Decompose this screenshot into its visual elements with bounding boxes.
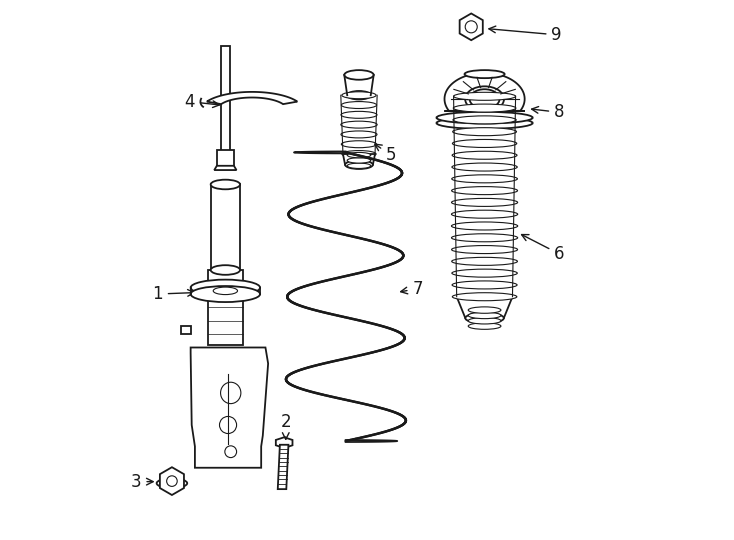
Ellipse shape xyxy=(344,70,374,80)
Ellipse shape xyxy=(347,152,371,158)
Text: 4: 4 xyxy=(184,93,219,111)
Ellipse shape xyxy=(341,141,377,148)
Ellipse shape xyxy=(451,210,517,218)
Ellipse shape xyxy=(342,151,376,158)
Ellipse shape xyxy=(451,222,517,230)
Ellipse shape xyxy=(452,139,517,147)
Ellipse shape xyxy=(468,318,501,324)
Polygon shape xyxy=(181,326,191,334)
Ellipse shape xyxy=(453,116,516,124)
Ellipse shape xyxy=(345,160,373,169)
Ellipse shape xyxy=(220,382,241,403)
Ellipse shape xyxy=(342,92,376,99)
Ellipse shape xyxy=(437,117,533,129)
Polygon shape xyxy=(276,437,292,448)
Ellipse shape xyxy=(452,269,517,277)
Ellipse shape xyxy=(451,187,517,194)
Ellipse shape xyxy=(452,281,517,289)
Polygon shape xyxy=(454,90,515,96)
Polygon shape xyxy=(208,270,243,345)
Ellipse shape xyxy=(213,287,238,295)
Ellipse shape xyxy=(437,112,533,124)
Ellipse shape xyxy=(156,478,187,488)
Ellipse shape xyxy=(454,92,515,100)
Text: 5: 5 xyxy=(375,144,396,164)
Ellipse shape xyxy=(347,163,371,168)
Polygon shape xyxy=(191,348,268,468)
Polygon shape xyxy=(343,154,375,165)
Polygon shape xyxy=(457,296,512,318)
Ellipse shape xyxy=(341,131,377,138)
Polygon shape xyxy=(207,92,297,104)
Polygon shape xyxy=(160,467,184,495)
Ellipse shape xyxy=(468,312,501,319)
Polygon shape xyxy=(220,45,230,163)
Ellipse shape xyxy=(465,70,504,78)
Ellipse shape xyxy=(225,446,236,457)
Text: 8: 8 xyxy=(531,103,564,122)
Polygon shape xyxy=(214,166,236,170)
Ellipse shape xyxy=(451,234,517,242)
Polygon shape xyxy=(277,445,288,489)
Ellipse shape xyxy=(341,111,377,118)
Ellipse shape xyxy=(211,180,240,190)
Ellipse shape xyxy=(341,102,377,109)
Ellipse shape xyxy=(191,286,260,302)
Text: 1: 1 xyxy=(152,285,195,303)
Ellipse shape xyxy=(465,313,504,323)
Text: 7: 7 xyxy=(401,280,423,298)
Polygon shape xyxy=(217,150,234,166)
Ellipse shape xyxy=(191,280,260,296)
Ellipse shape xyxy=(470,85,498,94)
Ellipse shape xyxy=(468,323,501,329)
Polygon shape xyxy=(445,73,525,111)
Circle shape xyxy=(465,21,477,33)
Ellipse shape xyxy=(451,198,517,206)
Polygon shape xyxy=(211,185,240,270)
Ellipse shape xyxy=(219,416,236,434)
Ellipse shape xyxy=(451,246,517,254)
Ellipse shape xyxy=(470,89,500,109)
Ellipse shape xyxy=(465,86,504,112)
Ellipse shape xyxy=(451,175,517,183)
Ellipse shape xyxy=(451,258,517,265)
Ellipse shape xyxy=(341,121,377,128)
Ellipse shape xyxy=(452,151,517,159)
Ellipse shape xyxy=(347,158,371,163)
Ellipse shape xyxy=(468,307,501,313)
Ellipse shape xyxy=(454,104,516,112)
Text: 6: 6 xyxy=(522,234,564,263)
Text: 2: 2 xyxy=(280,413,291,440)
Text: 9: 9 xyxy=(489,26,562,44)
Ellipse shape xyxy=(211,265,240,275)
Ellipse shape xyxy=(452,163,517,171)
Polygon shape xyxy=(459,14,483,40)
Ellipse shape xyxy=(453,127,517,136)
Ellipse shape xyxy=(452,293,517,301)
Ellipse shape xyxy=(347,91,371,99)
Circle shape xyxy=(167,476,177,487)
Text: 3: 3 xyxy=(131,472,153,491)
